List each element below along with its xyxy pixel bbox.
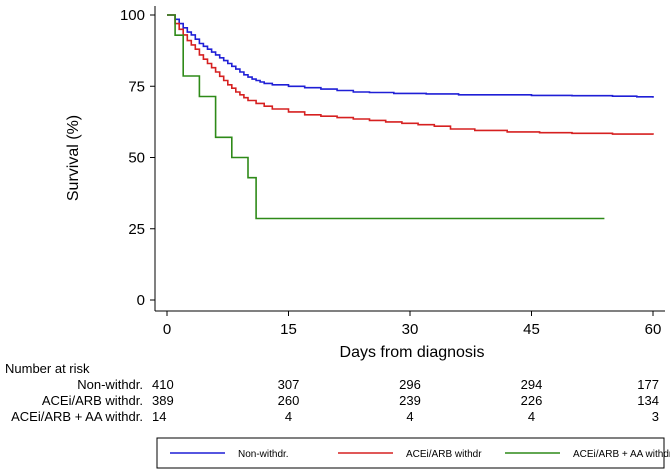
risk-value: 4: [406, 409, 413, 424]
y-tick-label: 75: [128, 78, 145, 95]
risk-table: Non-withdr. 410 307 296 294 177 ACEi/ARB withd…: [11, 377, 659, 424]
legend-label-2: ACEi/ARB withdr: [406, 449, 482, 460]
risk-row-label: ACEi/ARB + AA withdr.: [11, 409, 143, 424]
series-line-2: [167, 14, 654, 135]
risk-row-label: ACEi/ARB withdr.: [42, 393, 143, 408]
y-axis-label: Survival (%): [65, 115, 82, 201]
y-tick-label: 25: [128, 221, 145, 238]
risk-value: 260: [278, 393, 300, 408]
risk-value: 239: [399, 393, 421, 408]
risk-value: 134: [637, 393, 659, 408]
risk-value: 294: [521, 377, 543, 392]
risk-value: 226: [521, 393, 543, 408]
x-tick-label: 15: [280, 321, 297, 338]
risk-value: 410: [152, 377, 174, 392]
legend-box: [156, 437, 665, 469]
risk-value: 4: [528, 409, 535, 424]
series-line-3: [167, 14, 605, 220]
risk-value: 389: [152, 393, 174, 408]
risk-value: 307: [278, 377, 300, 392]
x-tick-label: 30: [402, 321, 419, 338]
y-tick-label: 0: [137, 292, 145, 309]
legend-label-1: Non-withdr.: [238, 449, 289, 460]
risk-value: 3: [652, 409, 659, 424]
risk-value: 14: [152, 409, 166, 424]
risk-table-title: Number at risk: [5, 361, 90, 376]
x-axis-label: Days from diagnosis: [340, 344, 485, 361]
y-tick-label: 100: [120, 7, 145, 24]
x-tick-label: 45: [523, 321, 540, 338]
risk-value: 4: [285, 409, 292, 424]
legend-label-3: ACEi/ARB + AA withdr.: [573, 449, 670, 460]
risk-value: 177: [637, 377, 659, 392]
x-tick-label: 60: [645, 321, 662, 338]
risk-value: 296: [399, 377, 421, 392]
x-tick-label: 0: [163, 321, 171, 338]
x-ticks: 0 15 30 45 60: [163, 311, 662, 338]
y-tick-label: 50: [128, 150, 145, 167]
risk-row-label: Non-withdr.: [77, 377, 143, 392]
series-line-1: [167, 14, 654, 98]
legend: Non-withdr. ACEi/ARB withdr ACEi/ARB + AA …: [170, 449, 670, 460]
y-ticks: 0 25 50 75 100: [120, 7, 155, 309]
series-layer: [167, 14, 654, 220]
